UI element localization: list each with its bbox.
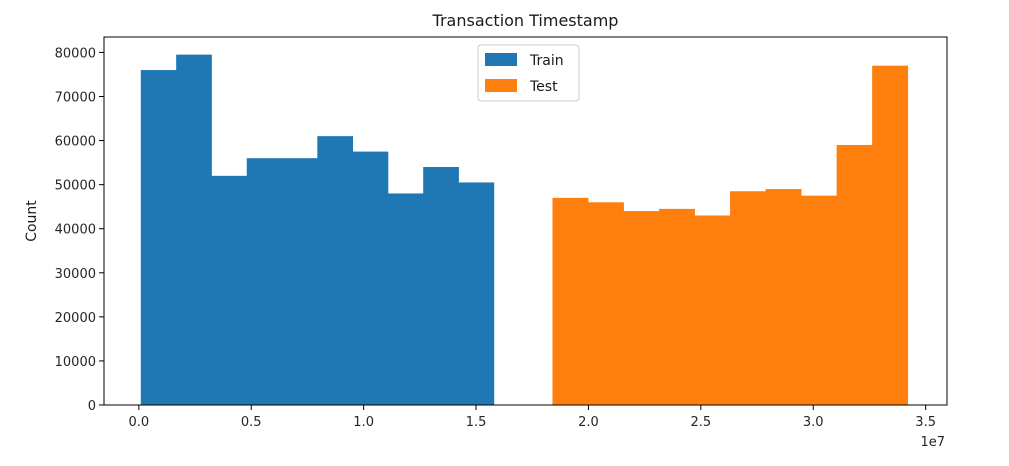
x-tick-label: 1.5 [466,415,487,430]
y-axis: 0 10000 20000 30000 40000 50000 60000 70000 8000… [55,46,104,414]
x-tick-label: 0.5 [241,415,262,430]
x-tick-label: 3.5 [915,415,936,430]
bar-test-4 [659,208,695,405]
bar-train-4 [246,158,283,405]
bar-train-7 [352,151,389,405]
plot-frame [103,36,948,406]
chart-title: Transaction Timestamp [432,11,619,30]
y-tick-label: 50000 [55,179,96,194]
y-tick-label: 10000 [55,355,96,370]
bar-test-3 [623,211,660,405]
bars-layer [140,54,909,406]
bar-train-5 [282,158,318,405]
x-tick-label: 0.0 [129,415,150,430]
legend-swatch-test [485,79,517,92]
bar-train-6 [317,136,354,405]
x-tick-label: 1.0 [353,415,374,430]
bar-test-10 [872,65,909,406]
bar-train-2 [176,54,212,405]
bar-test-8 [801,195,838,405]
y-tick-label: 70000 [55,90,96,105]
y-tick-label: 60000 [55,135,96,150]
x-axis: 0.0 0.5 1.0 1.5 2.0 2.5 3.0 3.5 [129,405,936,430]
y-tick-label: 30000 [55,267,96,282]
bar-train-3 [211,175,248,405]
legend-label-train: Train [529,53,564,69]
x-tick-label: 3.0 [803,415,824,430]
y-tick-label: 80000 [55,46,96,61]
bar-test-6 [730,191,766,405]
bar-test-9 [836,144,873,406]
x-tick-label: 2.5 [691,415,712,430]
bar-train-9 [423,167,459,405]
legend: Train Test [477,44,580,102]
x-tick-label: 2.0 [578,415,599,430]
bar-train-10 [458,182,495,405]
bar-train-8 [387,193,424,405]
bar-train-1 [140,70,177,406]
bar-test-1 [552,197,589,405]
x-axis-offset-label: 1e7 [920,435,945,450]
bar-test-2 [587,202,624,405]
y-tick-label: 0 [88,399,96,414]
legend-label-test: Test [529,79,558,95]
y-axis-label: Count [24,200,40,242]
bar-test-5 [694,215,731,405]
bar-test-7 [765,189,802,405]
legend-swatch-train [485,53,517,66]
y-tick-label: 40000 [55,223,96,238]
y-tick-label: 20000 [55,311,96,326]
